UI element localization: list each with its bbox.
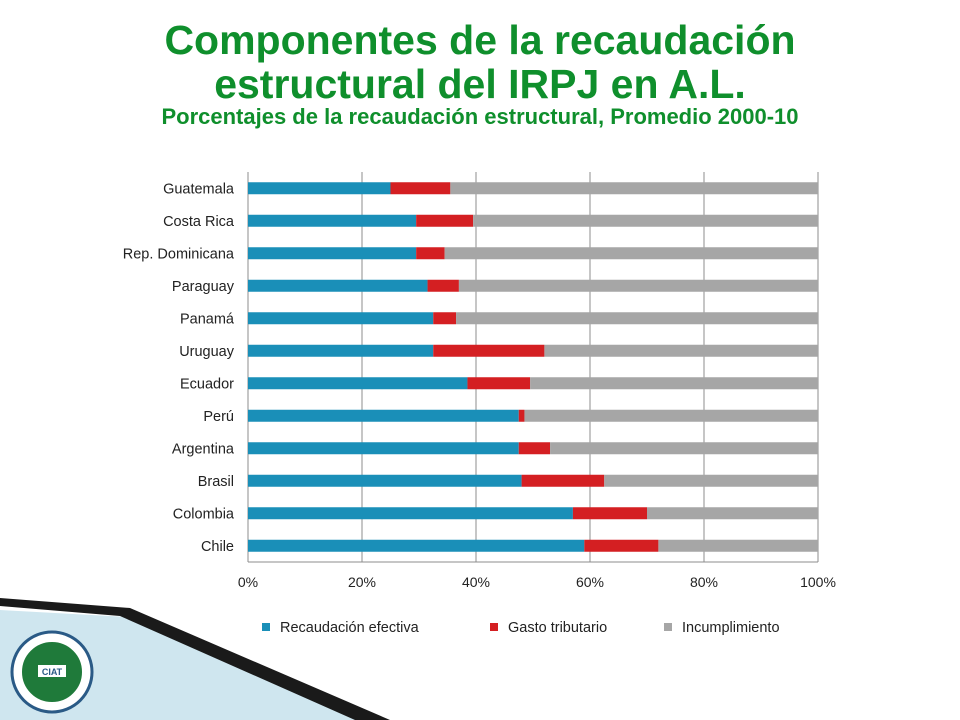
legend-label: Gasto tributario xyxy=(508,620,607,636)
bar-segment xyxy=(416,247,445,260)
category-label: Argentina xyxy=(172,441,235,457)
bar-segment xyxy=(444,247,818,260)
bar-segment xyxy=(248,214,417,227)
bar-segment xyxy=(433,312,457,325)
bar-segment xyxy=(248,344,434,357)
legend-swatch xyxy=(664,623,672,631)
bar-segment xyxy=(467,377,531,390)
x-tick-label: 20% xyxy=(348,574,376,590)
category-label: Guatemala xyxy=(163,181,235,197)
x-tick-label: 100% xyxy=(800,574,836,590)
bar-segment xyxy=(416,214,474,227)
legend-label: Recaudación efectiva xyxy=(280,620,420,636)
bar-segment xyxy=(518,442,551,455)
category-label: Perú xyxy=(203,409,234,425)
bar-segment xyxy=(248,409,519,422)
bar-segment xyxy=(248,377,468,390)
bar-segment xyxy=(572,507,647,520)
bar-segment xyxy=(248,442,519,455)
bar-segment xyxy=(450,182,818,195)
svg-text:CIAT: CIAT xyxy=(42,667,63,677)
bar-segment xyxy=(248,539,585,552)
chart-subtitle: Porcentajes de la recaudación estructura… xyxy=(161,104,799,129)
bar-segment xyxy=(524,409,818,422)
category-label: Colombia xyxy=(173,506,235,522)
bar-segment xyxy=(248,247,417,260)
decor-black-swoosh xyxy=(0,598,390,720)
category-label: Chile xyxy=(201,539,234,555)
category-label: Uruguay xyxy=(179,344,235,360)
ciat-logo: CIAT xyxy=(10,630,94,714)
bar-segment xyxy=(473,214,818,227)
bar-segment xyxy=(604,474,818,487)
x-tick-label: 80% xyxy=(690,574,718,590)
x-tick-label: 40% xyxy=(462,574,490,590)
bar-segment xyxy=(248,182,391,195)
bar-segment xyxy=(550,442,818,455)
x-tick-label: 0% xyxy=(238,574,258,590)
category-label: Ecuador xyxy=(180,376,234,392)
legend-swatch xyxy=(490,623,498,631)
bar-segment xyxy=(518,409,525,422)
bar-segment xyxy=(584,539,659,552)
category-label: Costa Rica xyxy=(163,214,235,230)
bar-segment xyxy=(248,474,522,487)
chart-title-line2: estructural del IRPJ en A.L. xyxy=(214,61,746,107)
legend-swatch xyxy=(262,623,270,631)
x-tick-label: 60% xyxy=(576,574,604,590)
legend-label: Incumplimiento xyxy=(682,620,780,636)
bar-segment xyxy=(427,279,459,292)
bar-segment xyxy=(458,279,818,292)
category-label: Panamá xyxy=(180,311,235,327)
bar-segment xyxy=(248,279,428,292)
bar-segment xyxy=(248,507,573,520)
bar-segment xyxy=(248,312,434,325)
bar-segment xyxy=(521,474,605,487)
category-label: Paraguay xyxy=(172,279,235,295)
bar-segment xyxy=(530,377,818,390)
bar-segment xyxy=(544,344,818,357)
bar-segment xyxy=(658,539,818,552)
bar-segment xyxy=(433,344,545,357)
category-label: Brasil xyxy=(198,474,234,490)
chart-title-line1: Componentes de la recaudación xyxy=(164,17,796,63)
bar-segment xyxy=(390,182,451,195)
decor-light-swoosh xyxy=(0,610,360,720)
bar-segment xyxy=(456,312,818,325)
bar-segment xyxy=(647,507,818,520)
category-label: Rep. Dominicana xyxy=(123,246,235,262)
